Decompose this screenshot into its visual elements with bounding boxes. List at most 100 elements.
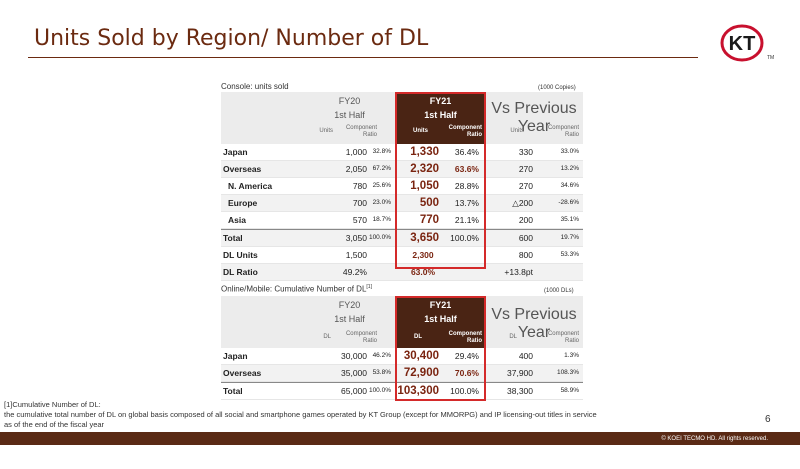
console-fy21-units-subheader: Units <box>413 128 428 134</box>
table-row: Overseas 35,000 53.8% 72,900 70.6% 37,900 108.… <box>221 365 583 382</box>
fy21-value: 103,300 <box>397 385 439 397</box>
vs-ratio: 33.0% <box>560 148 579 155</box>
vs-ratio: 35.1% <box>560 216 579 223</box>
fy20-ratio: 23.0% <box>372 199 391 206</box>
online-vs-ratio-subheader: Component Ratio <box>547 331 579 344</box>
table-row: Europe 700 23.0% 500 13.7% △200 -28.6% <box>221 195 583 212</box>
online-fy21-half: 1st Half <box>424 314 457 324</box>
row-label: DL Ratio <box>223 267 258 277</box>
vs-value: 37,900 <box>507 368 533 378</box>
logo-trademark: TM <box>767 55 775 61</box>
console-fy21-half: 1st Half <box>424 110 457 120</box>
vs-ratio: 53.3% <box>560 251 579 258</box>
vs-value: +13.8pt <box>504 267 533 277</box>
console-fy20-units-subheader: Units <box>319 128 333 134</box>
vs-value: 270 <box>518 164 533 174</box>
fy20-ratio: 53.8% <box>372 369 391 376</box>
console-vs-ratio-subheader: Component Ratio <box>547 125 579 138</box>
fy21-ratio: 13.7% <box>454 198 479 208</box>
logo-text: KT <box>729 33 756 55</box>
online-fy21-header: FY21 1st Half DL Component Ratio <box>396 296 485 348</box>
console-fy20-ratio-subheader: Component Ratio <box>345 125 377 138</box>
row-label: Japan <box>223 147 248 157</box>
online-section-label: Online/Mobile: Cumulative Number of DL[1… <box>221 284 372 294</box>
console-fy21-header: FY21 1st Half Units Component Ratio <box>396 92 485 144</box>
table-row: N. America 780 25.6% 1,050 28.8% 270 34.6% <box>221 178 583 195</box>
fy21-ratio: 29.4% <box>454 351 479 361</box>
fy21-value: 500 <box>419 197 439 209</box>
online-vs-header: Vs Previous Year <box>491 306 577 341</box>
vs-ratio <box>539 264 579 280</box>
fy20-value: 3,050 <box>345 233 367 243</box>
footnote: [1]Cumulative Number of DL: the cumulati… <box>4 400 597 430</box>
footnote-line-1: [1]Cumulative Number of DL: <box>4 400 101 409</box>
console-unit-label: (1000 Copies) <box>538 85 576 91</box>
vs-ratio: 34.6% <box>560 182 579 189</box>
vs-ratio: 58.9% <box>560 387 579 394</box>
online-fy20-header: FY20 1st Half <box>301 298 398 326</box>
fy21-ratio: 63.6% <box>454 164 479 174</box>
console-table: FY20 1st Half Units Component Ratio Vs Pr… <box>221 92 583 281</box>
online-section-title: Online/Mobile: Cumulative Number of DL <box>221 284 367 294</box>
fy20-ratio: 25.6% <box>372 182 391 189</box>
table-row: DL Units 1,500 2,300 800 53.3% <box>221 247 583 264</box>
row-label: DL Units <box>223 250 258 260</box>
fy21-value: 2,300 <box>412 250 434 260</box>
console-fy20-half: 1st Half <box>334 110 365 120</box>
vs-value: 200 <box>518 215 533 225</box>
online-fy20-ratio-subheader: Component Ratio <box>345 331 377 344</box>
online-unit-label: (1000 DLs) <box>544 288 574 294</box>
fy20-value: 1,500 <box>345 250 367 260</box>
table-row: Japan 30,000 46.2% 30,400 29.4% 400 1.3% <box>221 348 583 365</box>
vs-ratio: 19.7% <box>560 234 579 241</box>
console-fy21-ratio-subheader: Component Ratio <box>448 125 482 138</box>
table-row: Asia 570 18.7% 770 21.1% 200 35.1% <box>221 212 583 229</box>
console-table-body: Japan 1,000 32.8% 1,330 36.4% 330 33.0% Oversea… <box>221 144 583 281</box>
fy20-ratio: 18.7% <box>372 216 391 223</box>
fy21-value: 30,400 <box>403 350 439 362</box>
table-row: Total 3,050 100.0% 3,650 100.0% 600 19.7% <box>221 229 583 247</box>
footnote-line-3: as of the end of the fiscal year <box>4 420 105 429</box>
fy20-value: 700 <box>352 198 367 208</box>
copyright-text: © KOEI TECMO HD. All rights reserved. <box>661 436 768 442</box>
table-row: DL Ratio 49.2% 63.0% +13.8pt <box>221 264 583 281</box>
fy20-ratio: 100.0% <box>368 387 391 394</box>
vs-value: 400 <box>518 351 533 361</box>
online-fy20-half: 1st Half <box>334 314 365 324</box>
row-label: Overseas <box>223 164 262 174</box>
online-fy21-ratio-subheader: Component Ratio <box>448 331 482 344</box>
fy21-ratio: 28.8% <box>454 181 479 191</box>
console-fy20-header: FY20 1st Half <box>301 94 398 122</box>
online-fy20-dl-subheader: DL <box>323 334 331 340</box>
fy20-value: 49.2% <box>342 267 367 277</box>
vs-value: △200 <box>512 198 533 208</box>
vs-ratio: 108.3% <box>556 369 579 376</box>
online-table: FY20 1st Half DL Component Ratio Vs Previ… <box>221 296 583 401</box>
row-label: Japan <box>223 351 248 361</box>
console-section-label: Console: units sold <box>221 82 289 91</box>
online-vs-dl-subheader: DL <box>509 334 517 340</box>
online-footnote-ref: [1] <box>366 284 372 290</box>
row-label: N. America <box>228 181 273 191</box>
console-vs-header: Vs Previous Year <box>491 100 577 135</box>
fy21-ratio <box>441 247 479 263</box>
table-row: Overseas 2,050 67.2% 2,320 63.6% 270 13.2% <box>221 161 583 178</box>
fy20-ratio <box>367 264 391 280</box>
vs-value: 38,300 <box>507 386 533 396</box>
row-label: Asia <box>228 215 246 225</box>
fy21-value: 1,050 <box>410 180 439 192</box>
fy21-value: 72,900 <box>403 367 439 379</box>
row-label: Total <box>223 233 243 243</box>
fy20-value: 30,000 <box>341 351 367 361</box>
footnote-line-2: the cumulative total number of DL on glo… <box>4 410 597 419</box>
row-label: Europe <box>228 198 258 208</box>
fy20-value: 780 <box>352 181 367 191</box>
fy21-value: 2,320 <box>410 163 439 175</box>
console-fy20-year: FY20 <box>338 96 361 106</box>
vs-ratio: 13.2% <box>560 165 579 172</box>
online-table-body: Japan 30,000 46.2% 30,400 29.4% 400 1.3% Overse… <box>221 348 583 400</box>
vs-value: 800 <box>518 250 533 260</box>
page-number: 6 <box>765 414 771 425</box>
fy21-value: 770 <box>419 214 439 226</box>
fy20-value: 65,000 <box>341 386 367 396</box>
